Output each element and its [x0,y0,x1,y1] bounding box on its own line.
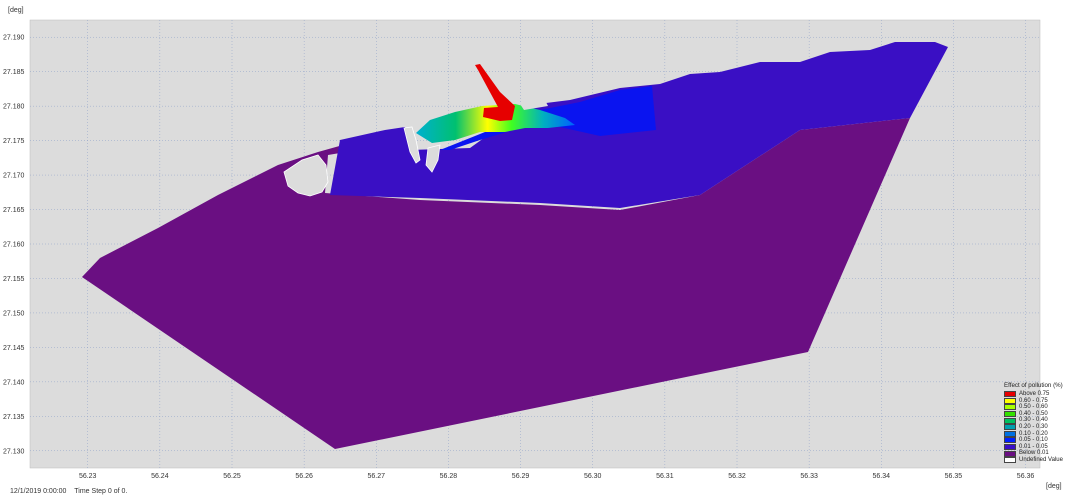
coast-notch-right [425,144,441,173]
legend-swatch [1004,457,1016,464]
plume-gradient [416,104,575,143]
legend-item: 0.05 - 0.10 [1004,437,1066,444]
x-tick-label: 56.32 [728,473,746,480]
legend-label: 0.05 - 0.10 [1019,437,1048,444]
harbor-structure [520,100,548,110]
x-tick-label: 56.35 [945,473,963,480]
x-tick-label: 56.30 [584,473,602,480]
legend-label: 0.60 - 0.75 [1019,397,1048,404]
y-tick-label: 27.135 [3,414,25,421]
legend-label: 0.30 - 0.40 [1019,417,1048,424]
x-tick-label: 56.31 [656,473,674,480]
legend-label: 0.40 - 0.50 [1019,410,1048,417]
x-axis-unit: [deg] [1046,483,1062,490]
legend-item: 0.60 - 0.75 [1004,398,1066,405]
y-tick-label: 27.150 [3,310,25,317]
legend-swatch [1004,417,1016,424]
legend-swatch [1004,430,1016,437]
legend-label: 0.50 - 0.60 [1019,404,1048,411]
y-axis-ticks: 27.190 27.185 27.180 27.175 27.170 27.165 27.1… [3,35,25,456]
y-tick-label: 27.140 [3,379,25,386]
legend-item: Below 0.01 [1004,450,1066,457]
legend: Effect of pollution (%) Above 0.75 0.60 -… [1004,382,1066,464]
legend-label: Above 0.75 [1019,391,1050,397]
x-tick-label: 56.27 [368,473,386,480]
y-tick-label: 27.185 [3,69,25,76]
legend-title: Effect of pollution (%) [1004,382,1063,389]
legend-item: 0.30 - 0.40 [1004,417,1066,424]
legend-swatch [1004,411,1016,418]
y-tick-label: 27.170 [3,173,25,180]
legend-swatch [1004,404,1016,411]
legend-item: Above 0.75 [1004,391,1066,398]
y-tick-label: 27.175 [3,138,25,145]
x-tick-label: 56.24 [151,473,169,480]
legend-item: 0.40 - 0.50 [1004,411,1066,418]
legend-swatch [1004,391,1016,398]
x-tick-label: 56.34 [873,473,891,480]
coast-notch-left [283,154,329,197]
legend-item: Undefined Value [1004,457,1066,464]
legend-label: Below 0.01 [1019,450,1049,457]
legend-items: Above 0.75 0.60 - 0.75 0.50 - 0.60 0.40 - 0… [1004,391,1066,464]
coast-notch-mid [403,126,421,164]
legend-swatch [1004,424,1016,431]
x-tick-label: 56.23 [79,473,97,480]
legend-swatch [1004,437,1016,444]
y-tick-label: 27.165 [3,207,25,214]
y-tick-label: 27.160 [3,242,25,249]
y-tick-label: 27.155 [3,276,25,283]
y-tick-label: 27.190 [3,35,25,42]
legend-swatch [1004,397,1016,404]
legend-label: 0.01 - 0.05 [1019,443,1048,450]
x-axis-ticks: 56.23 56.24 56.25 56.26 56.27 56.28 56.29 56.30… [79,473,1034,480]
x-tick-label: 56.28 [440,473,458,480]
legend-swatch [1004,444,1016,451]
x-tick-label: 56.25 [223,473,241,480]
x-tick-label: 56.33 [800,473,818,480]
footer-timestep: Time Step 0 of 0. [74,488,128,495]
y-tick-label: 27.180 [3,104,25,111]
below-0.01-zone [82,118,910,449]
legend-item: 0.50 - 0.60 [1004,404,1066,411]
x-tick-label: 56.29 [512,473,530,480]
legend-label: Undefined Value [1019,456,1063,463]
channel-above-0.75 [475,64,515,121]
y-tick-label: 27.130 [3,448,25,455]
y-axis-unit: [deg] [8,7,24,14]
legend-label: 0.10 - 0.20 [1019,430,1048,437]
legend-item: 0.20 - 0.30 [1004,424,1066,431]
legend-label: 0.20 - 0.30 [1019,423,1048,430]
x-tick-label: 56.36 [1017,473,1035,480]
y-tick-label: 27.145 [3,345,25,352]
legend-item: 0.01 - 0.05 [1004,444,1066,451]
footer: 12/1/2019 0:00:00 Time Step 0 of 0. [10,488,133,495]
legend-item: 0.10 - 0.20 [1004,431,1066,438]
footer-datetime: 12/1/2019 0:00:00 [10,488,67,495]
legend-swatch [1004,450,1016,457]
x-tick-label: 56.26 [295,473,313,480]
